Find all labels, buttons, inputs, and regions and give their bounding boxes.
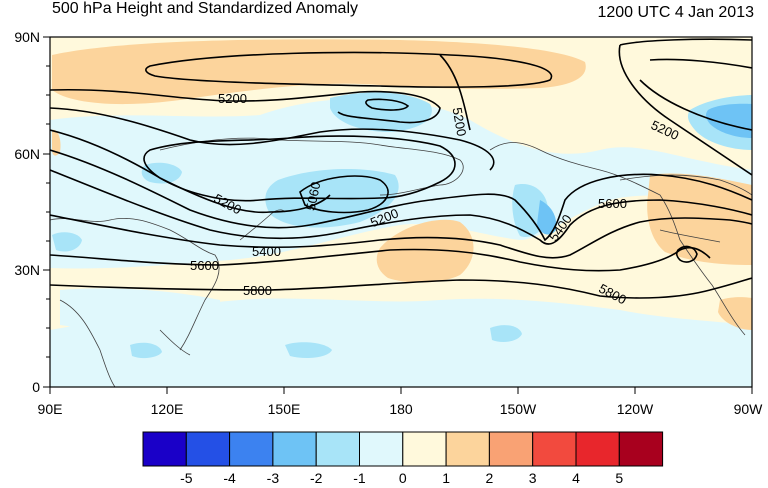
colorbar-label: 2 <box>486 470 494 486</box>
contour-label: 5400 <box>252 244 281 259</box>
colorbar-swatch <box>445 431 490 467</box>
x-tick-label: 150W <box>500 401 537 417</box>
x-tick-label: 90W <box>734 401 764 417</box>
contour-label: 5200 <box>450 106 470 137</box>
colorbar-labels: -5 -4 -3 -2 -1 0 1 2 3 4 5 <box>180 470 623 486</box>
colorbar-label: 5 <box>615 470 623 486</box>
contour-label: 5800 <box>243 283 272 298</box>
colorbar-swatch <box>359 431 404 467</box>
colorbar-swatch <box>185 431 231 467</box>
colorbar-label: 4 <box>572 470 580 486</box>
contour-label: 5200 <box>218 91 247 106</box>
x-tick-label: 150E <box>268 401 301 417</box>
colorbar-swatch <box>142 431 187 467</box>
contour-label: 5060 <box>303 180 324 211</box>
map-title: 500 hPa Height and Standardized Anomaly <box>52 0 358 17</box>
colorbar-label: 3 <box>529 470 537 486</box>
colorbar-swatch <box>272 431 317 467</box>
contour-label: 5600 <box>598 196 627 211</box>
colorbar-label: 1 <box>442 470 450 486</box>
colorbar-swatch <box>229 431 274 467</box>
valid-time: 1200 UTC 4 Jan 2013 <box>597 4 754 21</box>
x-tick-label: 120W <box>617 401 654 417</box>
y-tick-label: 60N <box>14 146 40 162</box>
y-tick-label: 90N <box>14 29 40 45</box>
colorbar-swatch <box>315 431 361 467</box>
y-tick-label: 0 <box>32 379 40 395</box>
colorbar-label: -2 <box>310 470 323 486</box>
colorbar-label: -3 <box>267 470 280 486</box>
height-contours <box>50 38 752 299</box>
x-tick-label: 120E <box>151 401 184 417</box>
colorbar-label: 0 <box>399 470 407 486</box>
y-tick-label: 30N <box>14 262 40 278</box>
axis-ticks <box>43 36 753 394</box>
colorbar-label: -4 <box>223 470 236 486</box>
colorbar-swatch <box>575 431 620 467</box>
colorbar-swatch <box>618 431 664 467</box>
x-tick-label: 90E <box>38 401 63 417</box>
colorbar-label: -1 <box>353 470 366 486</box>
contour-label: 5600 <box>190 258 219 273</box>
colorbar-swatch <box>488 431 534 467</box>
colorbar: -5 -4 -3 -2 -1 0 1 2 3 4 5 <box>142 431 664 486</box>
colorbar-swatches <box>142 431 664 467</box>
colorbar-label: -5 <box>180 470 193 486</box>
coastlines <box>50 137 752 387</box>
x-tick-label: 180 <box>389 401 413 417</box>
colorbar-swatch <box>532 431 577 467</box>
colorbar-swatch <box>402 431 447 467</box>
